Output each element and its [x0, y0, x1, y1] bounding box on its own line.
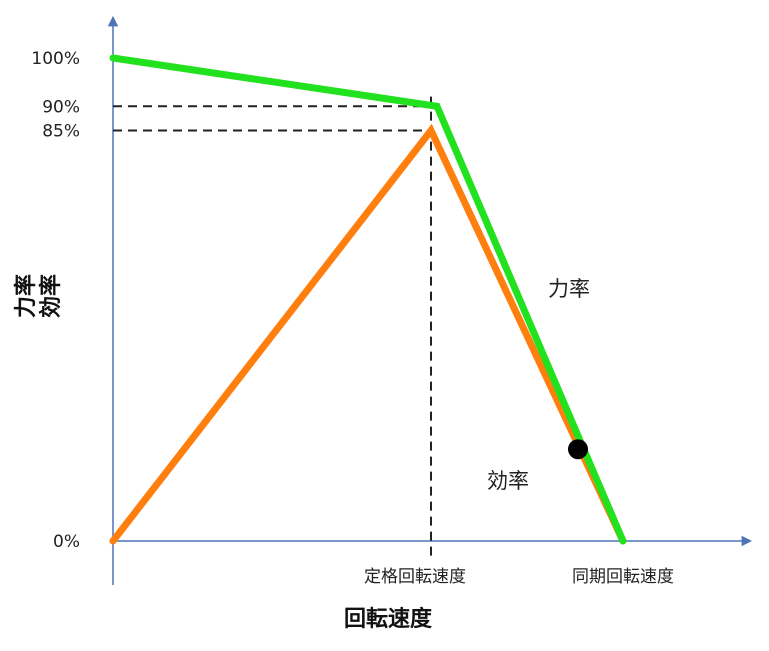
y-tick-label-85: 85%	[42, 121, 80, 141]
x-axis-title: 回転速度	[344, 606, 433, 632]
y-axis-title-efficiency: 効率	[38, 274, 64, 318]
y-tick-label-100: 100%	[31, 49, 80, 69]
x-tick-label-rated-speed: 定格回転速度	[364, 567, 466, 587]
operating-point-marker	[568, 439, 588, 460]
marker-layer	[568, 439, 588, 460]
x-tick-label-synchronous-speed: 同期回転速度	[572, 567, 674, 587]
series-label-power-factor: 力率	[548, 277, 590, 301]
series-label-efficiency: 効率	[487, 469, 529, 493]
y-tick-label-90: 90%	[42, 97, 80, 117]
reference-lines	[113, 96, 432, 560]
y-axis-title-power-factor: 力率	[13, 274, 39, 318]
series-layer	[109, 54, 627, 545]
y-tick-label-0: 0%	[53, 532, 80, 552]
efficiency-line	[109, 123, 627, 545]
power-factor-line	[109, 54, 627, 545]
